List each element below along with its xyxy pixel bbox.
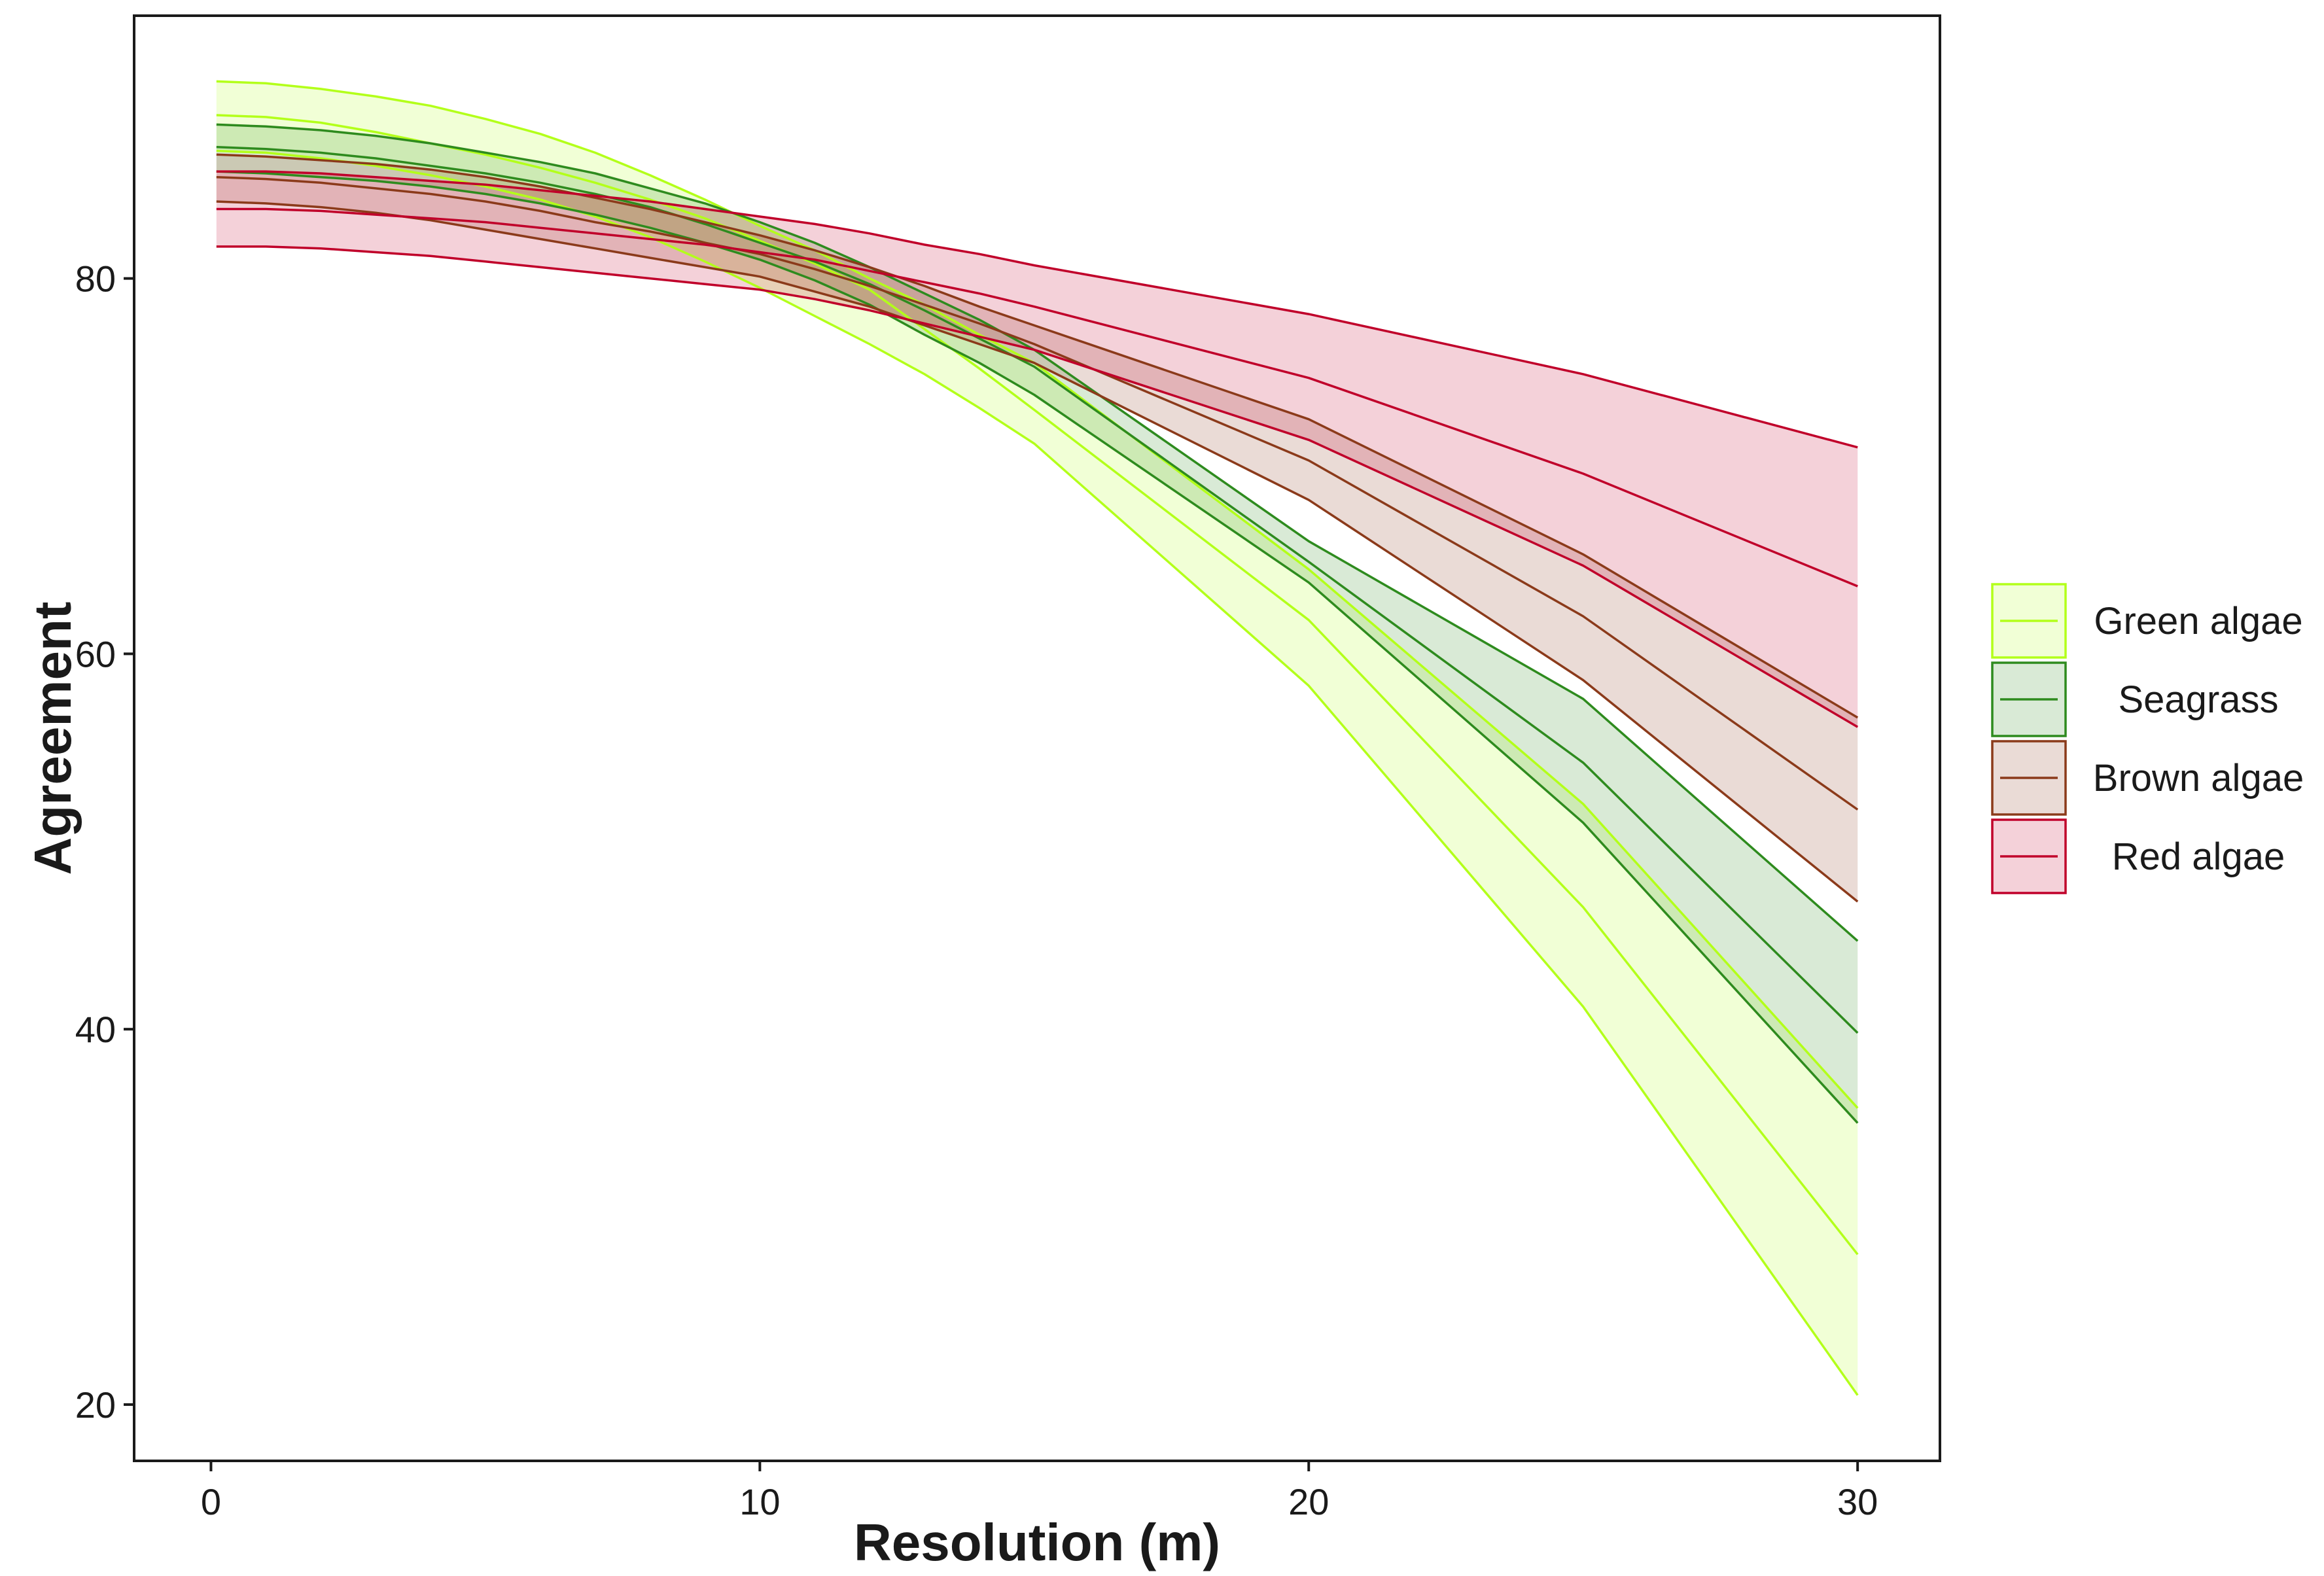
legend-item-red-algae: Red algae xyxy=(1991,818,2285,894)
plot-panel-border xyxy=(133,14,1941,1462)
legend-item-green-algae: Green algae xyxy=(1991,583,2303,659)
brown-algae-mean-line xyxy=(216,175,1859,811)
x-tick-label: 20 xyxy=(1288,1481,1329,1522)
legend-item-seagrass: Seagrass xyxy=(1991,661,2279,737)
y-tick-label: 40 xyxy=(75,1009,116,1050)
legend-label: Seagrass xyxy=(2118,678,2278,721)
green-algae-lower-line xyxy=(216,149,1859,1396)
y-axis: 20 40 60 80 xyxy=(75,258,134,1426)
y-tick-label: 60 xyxy=(75,633,116,674)
green-algae-mean-line xyxy=(216,114,1859,1255)
x-tick-label: 10 xyxy=(739,1481,780,1522)
legend: Green algae Seagrass Brown algae Red algae xyxy=(1991,583,2304,894)
x-axis-title: Resolution (m) xyxy=(854,1513,1220,1571)
series-lines xyxy=(216,80,1859,1396)
legend-label: Red algae xyxy=(2112,835,2285,878)
red-algae-lower-line xyxy=(216,245,1859,728)
red-algae-upper-line xyxy=(216,170,1858,449)
red-algae-mean-line xyxy=(216,207,1858,587)
legend-label: Green algae xyxy=(2094,600,2302,642)
x-tick-label: 0 xyxy=(201,1481,221,1522)
y-tick-label: 80 xyxy=(75,258,116,300)
x-axis: 0 10 20 30 xyxy=(201,1461,1878,1522)
brown-algae-upper-line xyxy=(216,153,1859,719)
x-tick-label: 30 xyxy=(1837,1481,1878,1522)
legend-label: Brown algae xyxy=(2093,757,2304,799)
brown-algae-lower-line xyxy=(216,200,1859,903)
y-tick-label: 20 xyxy=(75,1384,116,1426)
y-axis-title: Agreement xyxy=(24,602,82,875)
red-algae-band xyxy=(216,171,1858,727)
legend-item-brown-algae: Brown algae xyxy=(1991,740,2304,816)
seagrass-mean-line xyxy=(216,146,1859,1034)
